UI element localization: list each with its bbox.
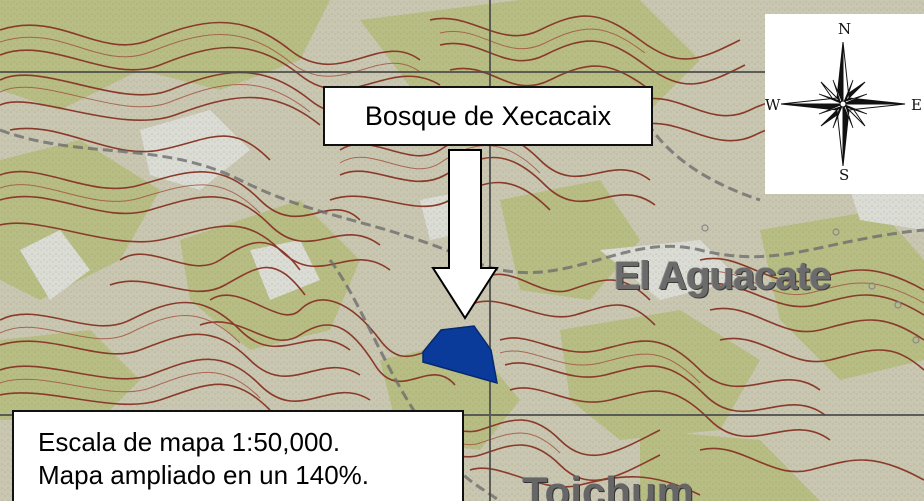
compass-north-label: N: [838, 20, 852, 38]
compass-east-label: E: [911, 96, 922, 114]
compass-west-label: W: [765, 96, 781, 114]
compass-rose-icon: [780, 41, 906, 167]
scale-note-line-1: Escala de mapa 1:50,000.: [38, 427, 341, 457]
down-arrow-icon: [431, 149, 499, 320]
forest-area-polygon[interactable]: [422, 325, 498, 385]
forest-label-callout: Bosque de Xecacaix: [323, 86, 653, 146]
scale-note-line-2: Mapa ampliado en un 140%.: [38, 460, 370, 490]
forest-label: Bosque de Xecacaix: [364, 100, 612, 131]
spot-markers: [701, 224, 920, 344]
place-name-label: El Aguacate: [614, 254, 831, 298]
compass-south-label: S: [839, 166, 850, 184]
scale-note-box: Escala de mapa 1:50,000. Mapa ampliado e…: [12, 410, 464, 501]
contour-lines-fine: [0, 28, 924, 454]
compass-panel: N S E W: [765, 14, 924, 194]
contour-lines: [0, 15, 924, 496]
place-name-label-partial: Tojchum: [522, 468, 694, 501]
